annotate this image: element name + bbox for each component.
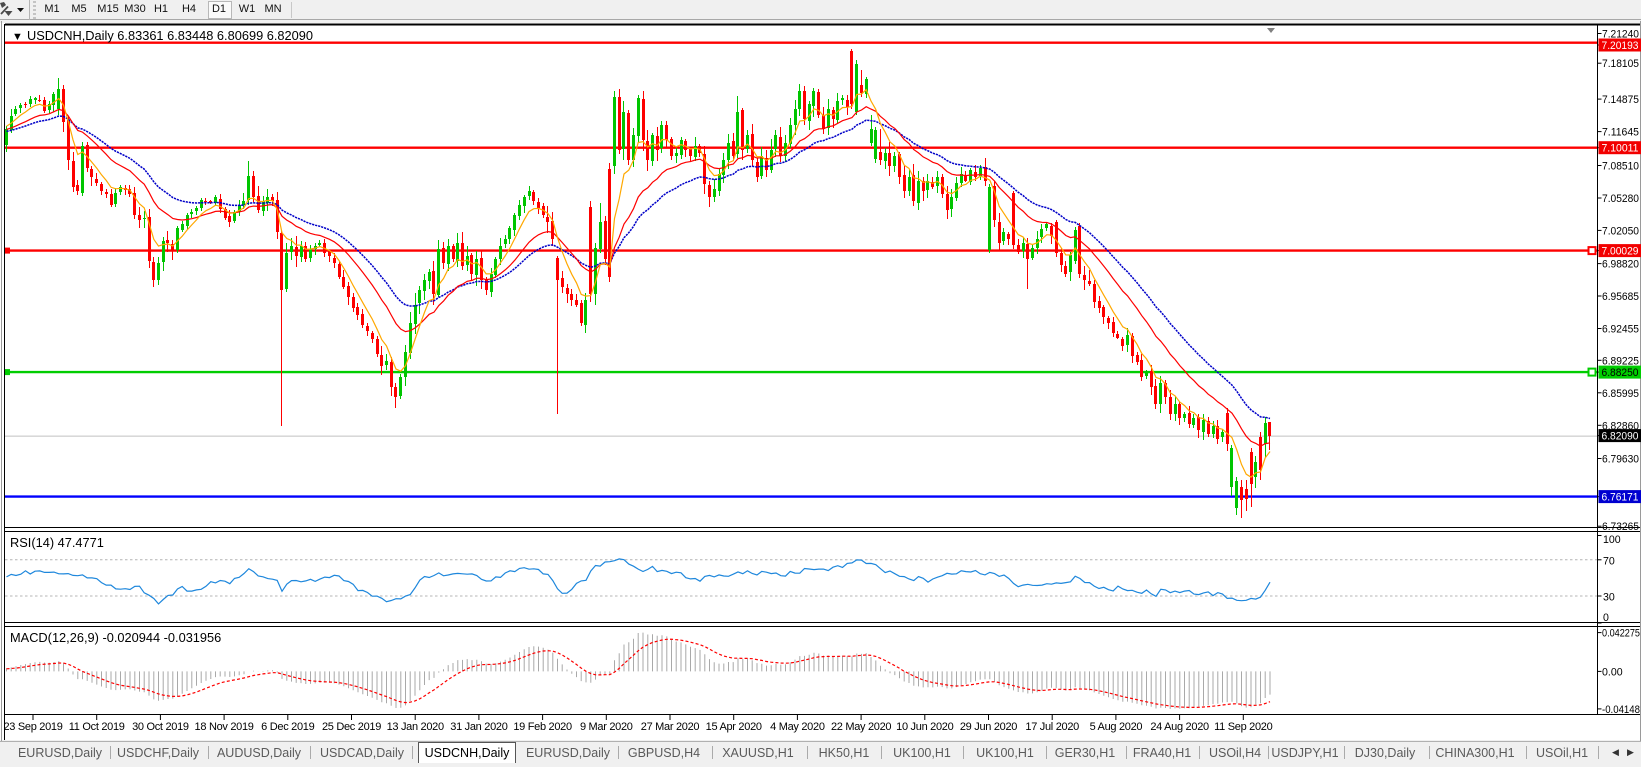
- svg-text:7.21240: 7.21240: [1602, 29, 1639, 41]
- svg-text:4 May 2020: 4 May 2020: [770, 721, 825, 733]
- svg-text:17 Jul 2020: 17 Jul 2020: [1025, 721, 1079, 733]
- svg-text:30 Oct 2019: 30 Oct 2019: [132, 721, 189, 733]
- svg-text:9 Mar 2020: 9 Mar 2020: [580, 721, 633, 733]
- svg-text:6.79630: 6.79630: [1602, 454, 1639, 466]
- svg-text:10 Jun 2020: 10 Jun 2020: [896, 721, 953, 733]
- svg-text:25 Dec 2019: 25 Dec 2019: [322, 721, 381, 733]
- svg-text:7.00029: 7.00029: [1602, 246, 1639, 258]
- svg-text:11 Sep 2020: 11 Sep 2020: [1214, 721, 1272, 733]
- svg-text:29 Jun 2020: 29 Jun 2020: [960, 721, 1017, 733]
- svg-text:0.042275: 0.042275: [1602, 628, 1640, 640]
- svg-text:6.76171: 6.76171: [1602, 492, 1639, 504]
- svg-text:6.92455: 6.92455: [1602, 324, 1639, 336]
- svg-text:24 Aug 2020: 24 Aug 2020: [1150, 721, 1209, 733]
- svg-text:7.02050: 7.02050: [1602, 225, 1639, 237]
- svg-text:0: 0: [1603, 612, 1609, 624]
- svg-text:6.88250: 6.88250: [1602, 367, 1639, 379]
- svg-text:7.05280: 7.05280: [1602, 193, 1639, 205]
- svg-text:19 Feb 2020: 19 Feb 2020: [513, 721, 572, 733]
- svg-text:30: 30: [1603, 592, 1615, 604]
- svg-text:7.08510: 7.08510: [1602, 161, 1639, 173]
- svg-text:7.14875: 7.14875: [1602, 94, 1639, 106]
- svg-text:6.98820: 6.98820: [1602, 259, 1639, 271]
- svg-text:7.18105: 7.18105: [1602, 58, 1639, 70]
- svg-text:▼: ▼: [12, 31, 23, 43]
- svg-text:22 May 2020: 22 May 2020: [831, 721, 891, 733]
- svg-text:31 Jan 2020: 31 Jan 2020: [450, 721, 507, 733]
- svg-text:6.85995: 6.85995: [1602, 388, 1639, 400]
- svg-text:6.89225: 6.89225: [1602, 355, 1639, 367]
- svg-text:MACD(12,26,9) -0.020944 -0.031: MACD(12,26,9) -0.020944 -0.031956: [10, 630, 221, 645]
- svg-text:18 Nov 2019: 18 Nov 2019: [195, 721, 254, 733]
- svg-text:100: 100: [1603, 534, 1621, 546]
- svg-text:13 Jan 2020: 13 Jan 2020: [387, 721, 444, 733]
- svg-text:USDCNH,Daily 6.83361 6.83448: USDCNH,Daily 6.83361 6.83448 6.80699 6.8…: [27, 28, 313, 43]
- svg-text:6.73265: 6.73265: [1602, 521, 1639, 533]
- svg-text:0.00: 0.00: [1602, 666, 1623, 678]
- svg-text:6.82090: 6.82090: [1602, 431, 1639, 443]
- svg-text:7.20193: 7.20193: [1602, 40, 1639, 52]
- svg-text:5 Aug 2020: 5 Aug 2020: [1090, 721, 1143, 733]
- svg-text:11 Oct 2019: 11 Oct 2019: [69, 721, 125, 733]
- svg-text:23 Sep 2019: 23 Sep 2019: [3, 721, 62, 733]
- svg-text:7.11645: 7.11645: [1602, 127, 1639, 139]
- svg-text:27 Mar 2020: 27 Mar 2020: [641, 721, 700, 733]
- svg-text:RSI(14) 47.4771: RSI(14) 47.4771: [10, 535, 104, 550]
- svg-text:15 Apr 2020: 15 Apr 2020: [706, 721, 762, 733]
- svg-text:70: 70: [1603, 555, 1615, 567]
- svg-text:7.10011: 7.10011: [1602, 143, 1639, 155]
- svg-text:6 Dec 2019: 6 Dec 2019: [261, 721, 314, 733]
- svg-text:6.95685: 6.95685: [1602, 291, 1639, 303]
- svg-text:-0.04148: -0.04148: [1602, 704, 1640, 716]
